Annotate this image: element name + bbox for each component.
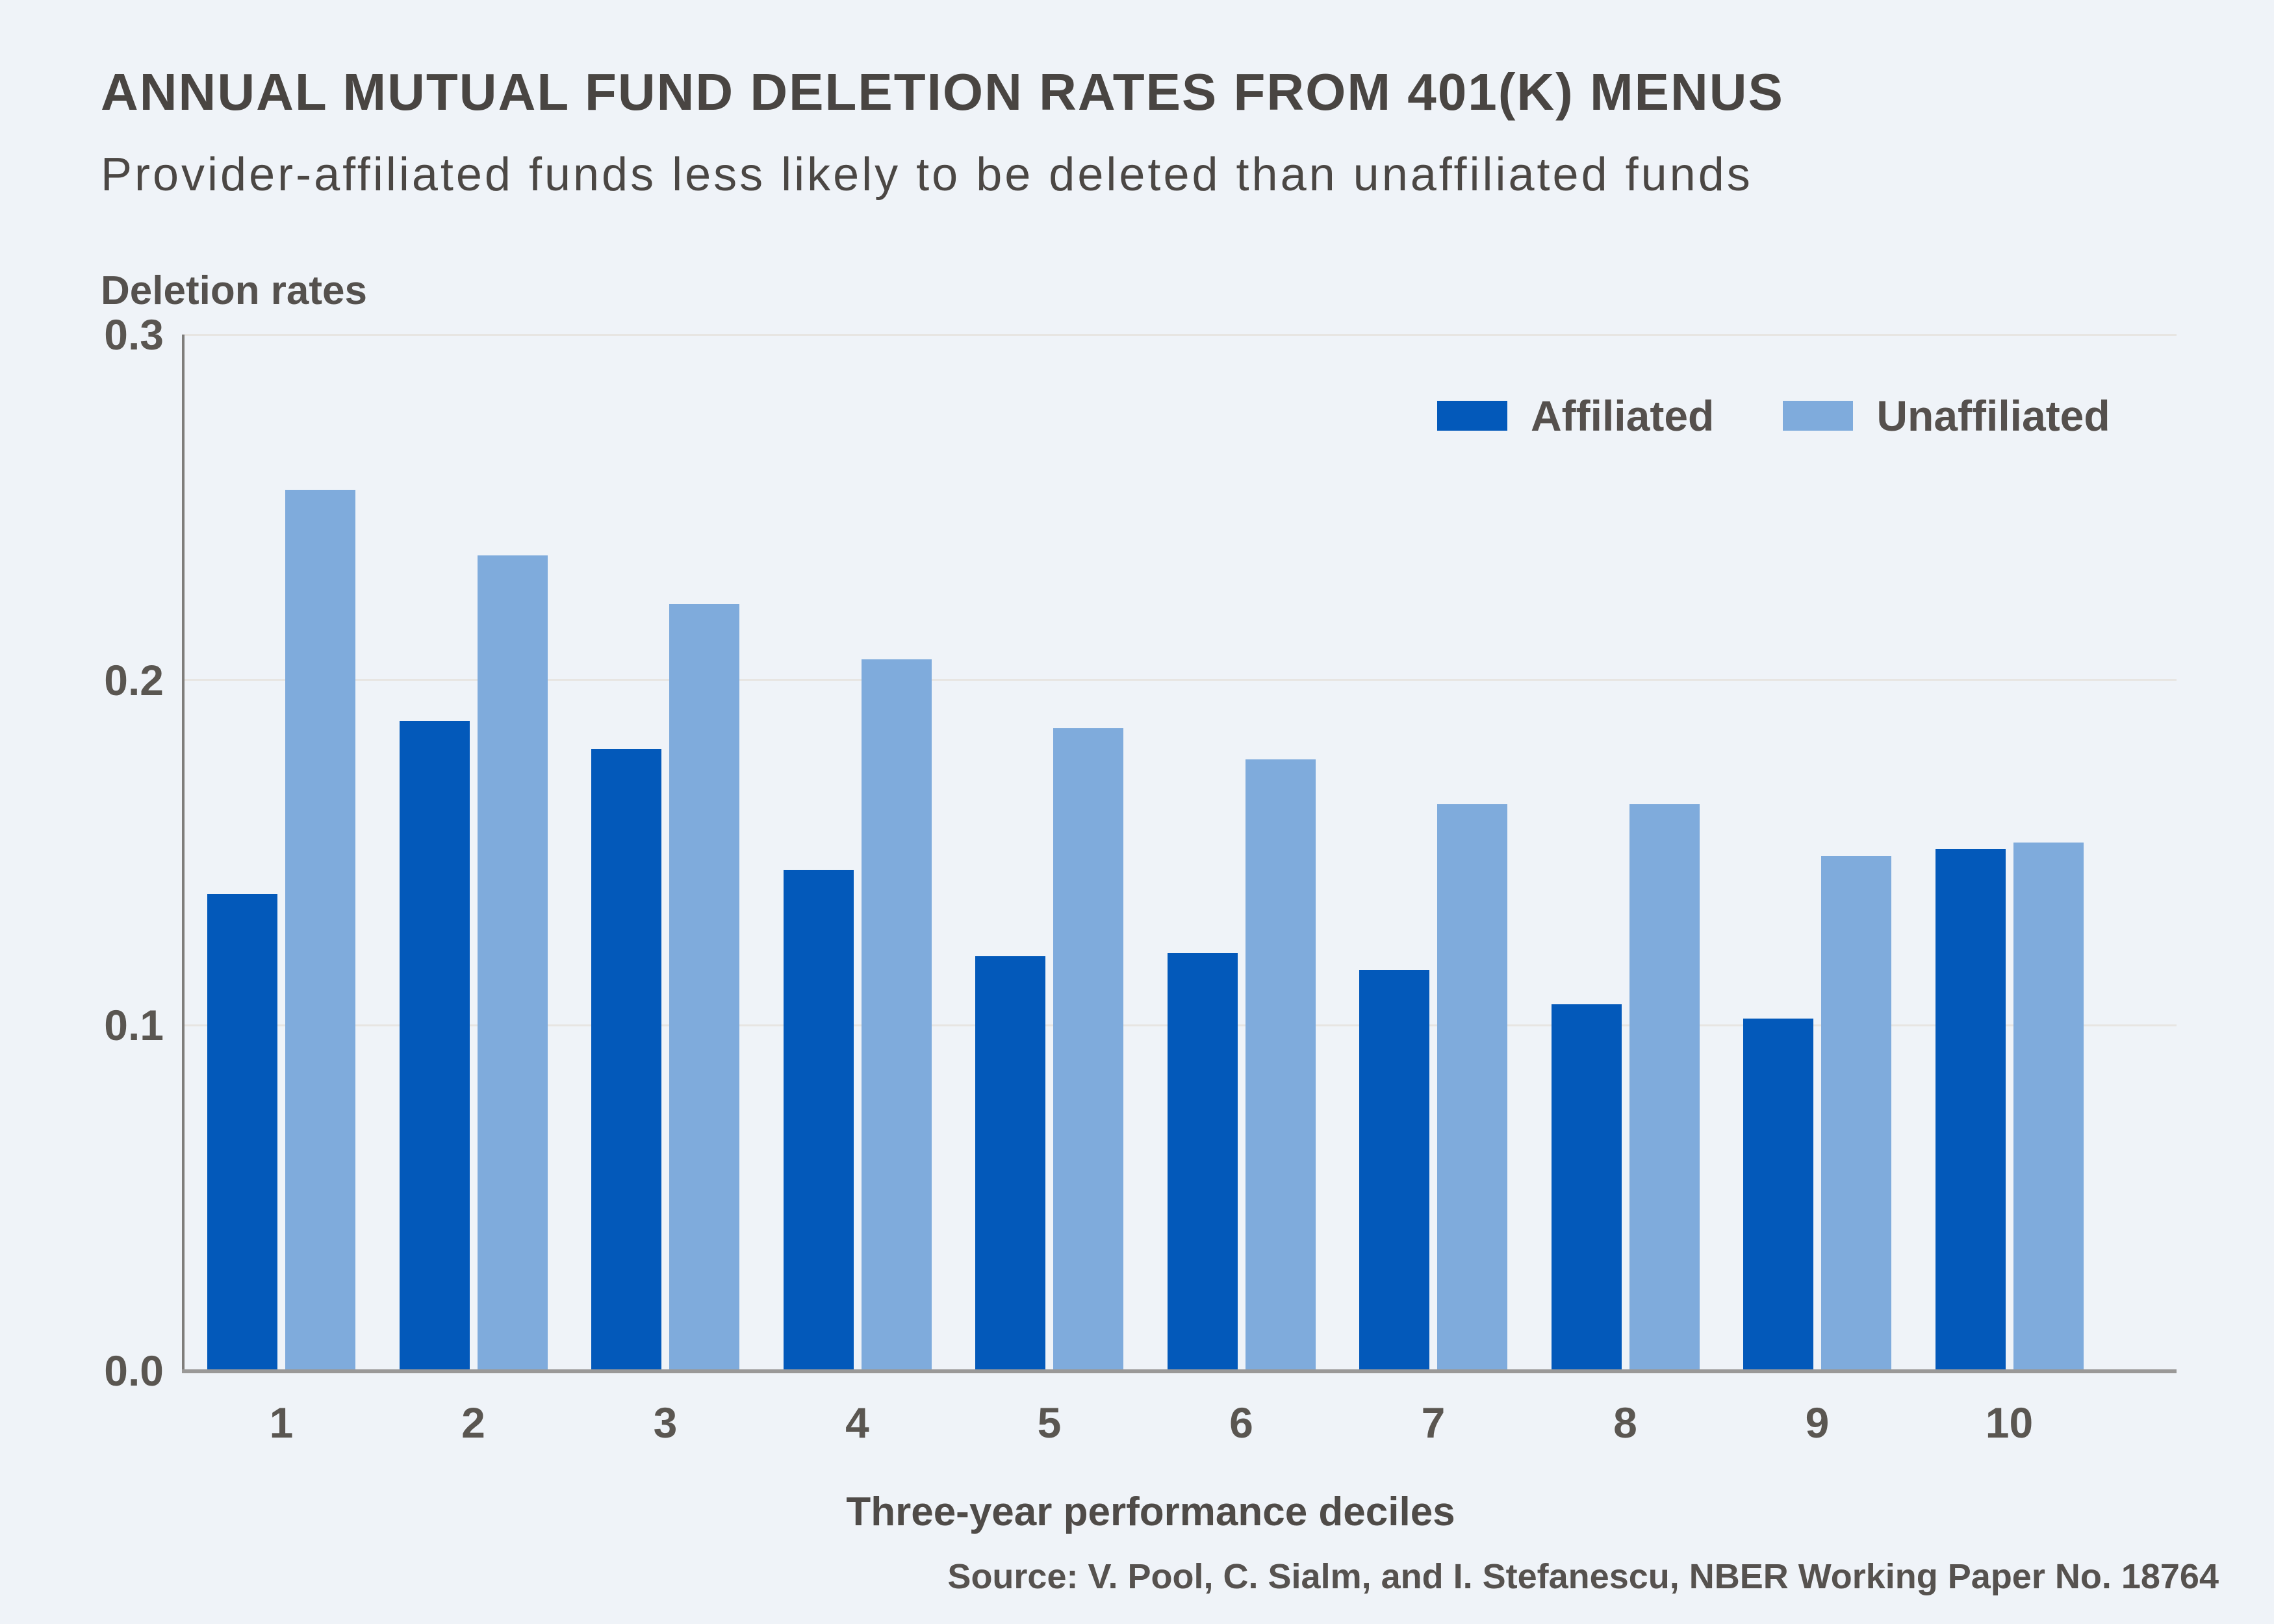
bar-affiliated-decile-7 — [1359, 970, 1429, 1371]
bar-affiliated-decile-10 — [1935, 849, 2006, 1371]
bar-unaffiliated-decile-2 — [477, 555, 548, 1371]
bar-unaffiliated-decile-10 — [2013, 842, 2084, 1371]
legend-label-affiliated: Affiliated — [1531, 392, 1715, 440]
legend-item-unaffiliated: Unaffiliated — [1783, 391, 2110, 440]
x-tick-label-10: 10 — [1985, 1399, 2034, 1447]
gridline-0.2 — [185, 679, 2177, 681]
x-axis-line — [182, 1369, 2177, 1373]
legend: Affiliated Unaffiliated — [1437, 390, 2110, 442]
bar-affiliated-decile-4 — [783, 870, 854, 1371]
bar-unaffiliated-decile-8 — [1629, 804, 1700, 1371]
legend-label-unaffiliated: Unaffiliated — [1876, 392, 2110, 440]
bar-unaffiliated-decile-1 — [285, 490, 355, 1371]
x-tick-label-6: 6 — [1229, 1399, 1253, 1447]
unaffiliated-swatch-icon — [1783, 401, 1854, 431]
y-axis-line — [182, 335, 185, 1373]
bar-affiliated-decile-5 — [975, 956, 1045, 1371]
y-tick-label-0.3: 0.3 — [104, 311, 164, 359]
bar-unaffiliated-decile-3 — [669, 603, 739, 1371]
x-tick-label-1: 1 — [269, 1399, 294, 1447]
x-tick-label-9: 9 — [1805, 1399, 1830, 1447]
x-tick-label-4: 4 — [845, 1399, 869, 1447]
x-tick-label-5: 5 — [1037, 1399, 1062, 1447]
x-tick-label-7: 7 — [1421, 1399, 1446, 1447]
affiliated-swatch-icon — [1437, 401, 1507, 431]
bar-unaffiliated-decile-5 — [1053, 728, 1123, 1371]
gridline-0.3 — [185, 333, 2177, 336]
y-tick-label-0.2: 0.2 — [104, 655, 164, 704]
x-axis-title: Three-year performance deciles — [846, 1490, 1455, 1534]
bar-affiliated-decile-6 — [1167, 952, 1238, 1371]
bar-unaffiliated-decile-4 — [861, 659, 932, 1371]
bar-unaffiliated-decile-7 — [1437, 804, 1507, 1371]
bar-affiliated-decile-3 — [591, 749, 661, 1371]
bar-affiliated-decile-2 — [399, 721, 470, 1371]
source-note: Source: V. Pool, C. Sialm, and I. Stefan… — [947, 1557, 2219, 1596]
y-axis-title: Deletion rates — [101, 268, 368, 313]
x-tick-label-2: 2 — [461, 1399, 485, 1447]
chart-title: ANNUAL MUTUAL FUND DELETION RATES FROM 4… — [101, 63, 1784, 121]
bar-affiliated-decile-1 — [207, 894, 277, 1371]
x-tick-label-3: 3 — [653, 1399, 678, 1447]
chart-subtitle: Provider-affiliated funds less likely to… — [101, 149, 1753, 201]
bar-unaffiliated-decile-6 — [1245, 759, 1316, 1371]
bar-affiliated-decile-8 — [1551, 1004, 1622, 1371]
legend-item-affiliated: Affiliated — [1437, 391, 1714, 440]
y-tick-label-0.1: 0.1 — [104, 1001, 164, 1050]
x-tick-label-8: 8 — [1613, 1399, 1637, 1447]
bar-affiliated-decile-9 — [1743, 1018, 1813, 1371]
bar-unaffiliated-decile-9 — [1821, 856, 1891, 1371]
y-tick-label-0.0: 0.0 — [104, 1347, 164, 1395]
